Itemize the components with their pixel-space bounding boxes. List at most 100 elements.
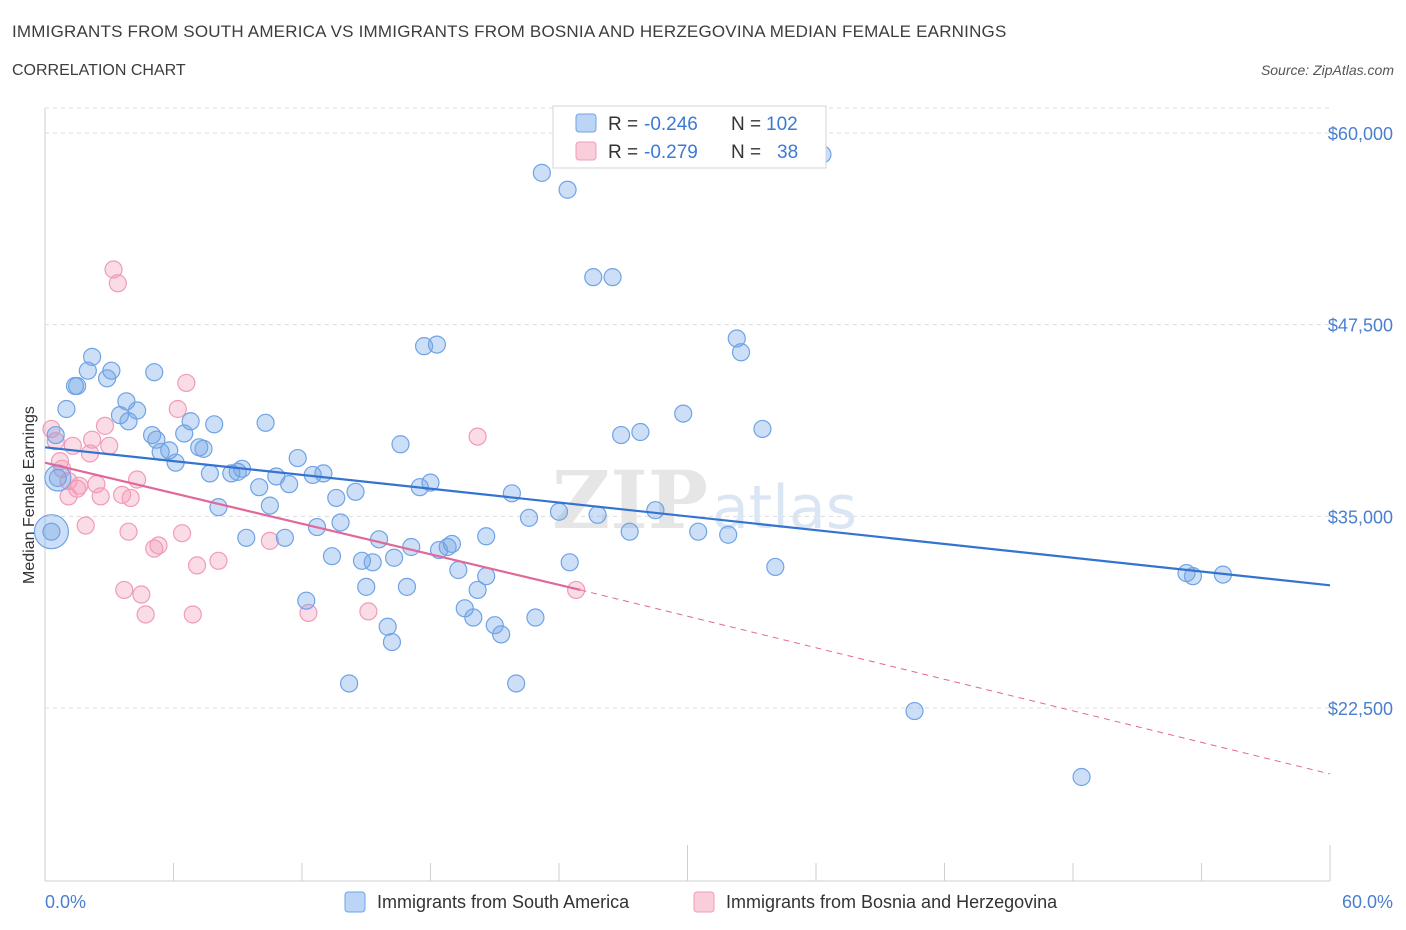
south-america-point	[200, 464, 220, 483]
y-axis-label: Median Female Earnings	[21, 406, 38, 584]
y-tick-labels: $22,500 $35,000 $47,500 $60,000	[1328, 124, 1393, 719]
south-america-point	[502, 484, 521, 503]
south-america-point	[519, 508, 539, 527]
bosnia-point	[108, 274, 127, 293]
bosnia-point	[119, 522, 138, 541]
south-america-point	[346, 482, 365, 501]
south-america-point	[102, 361, 121, 380]
south-america-point	[209, 498, 228, 517]
south-america-point	[719, 525, 738, 544]
south-america-point	[57, 399, 76, 419]
trend-lines	[44, 446, 1331, 775]
source-label: Source: ZipAtlas.com	[1260, 62, 1394, 78]
bosnia-point	[100, 436, 119, 455]
bosnia-point	[68, 479, 87, 498]
y-tick-label: $47,500	[1328, 316, 1393, 336]
south-america-point	[449, 560, 468, 580]
axes	[44, 108, 1331, 882]
south-america-point	[646, 501, 665, 520]
bottom-legend-label-bosnia: Immigrants from Bosnia and Herzegovina	[726, 892, 1058, 912]
south-america-point	[297, 591, 316, 610]
south-america-point	[603, 268, 622, 287]
bosnia-point	[95, 416, 115, 435]
y-tick-label: $35,000	[1328, 507, 1393, 527]
south-america-point	[382, 632, 402, 652]
south-america-point	[205, 415, 224, 434]
legend-r-value-1: -0.246	[644, 114, 698, 135]
south-america-point	[753, 419, 772, 439]
series-bosnia-points	[42, 260, 586, 624]
south-america-point	[674, 404, 693, 423]
bosnia-point	[359, 602, 378, 621]
y-tick-label: $60,000	[1328, 124, 1393, 144]
south-america-point	[549, 502, 569, 521]
legend-r-label-1: R =	[608, 114, 638, 135]
south-america-point	[427, 335, 447, 354]
south-america-point	[631, 422, 650, 442]
bosnia-point	[136, 605, 155, 624]
bosnia-point	[187, 556, 207, 575]
bosnia-point	[209, 551, 228, 570]
south-america-point	[340, 674, 359, 693]
south-america-point	[194, 439, 213, 458]
x-tick-label-min: 0.0%	[45, 892, 86, 912]
south-america-point	[905, 701, 924, 721]
south-america-point	[620, 522, 639, 541]
bosnia-point	[132, 585, 151, 604]
south-america-point	[46, 425, 65, 445]
south-america-point	[612, 425, 631, 445]
south-america-point	[584, 268, 603, 287]
south-america-point	[442, 534, 462, 554]
south-america-trend-line	[44, 446, 1331, 587]
legend-n-value-1: 102	[766, 114, 798, 135]
south-america-point	[78, 361, 97, 380]
south-america-point	[1072, 767, 1091, 787]
south-america-point	[464, 608, 483, 627]
south-america-point	[250, 478, 269, 497]
bosnia-point	[91, 487, 110, 506]
south-america-point	[468, 580, 487, 600]
south-america-point	[532, 163, 551, 182]
legend-n-label-1: N =	[731, 114, 761, 135]
legend-swatch-south-america	[575, 113, 597, 133]
south-america-point	[378, 617, 397, 636]
bosnia-trend-extension	[580, 589, 1331, 775]
south-america-point	[181, 412, 200, 431]
south-america-point	[331, 513, 350, 532]
south-america-point	[275, 528, 294, 547]
south-america-point	[397, 577, 417, 596]
south-america-point	[68, 376, 87, 396]
south-america-point	[256, 413, 275, 432]
legend-swatch-bosnia	[575, 141, 597, 161]
south-america-point	[485, 616, 504, 635]
legend-r-value-2: -0.279	[644, 142, 698, 163]
south-america-point	[421, 473, 440, 492]
south-america-point	[327, 488, 346, 508]
bosnia-point	[104, 260, 123, 279]
bottom-legend-swatch-bosnia	[693, 891, 715, 913]
south-america-point	[384, 548, 404, 567]
south-america-point	[588, 505, 607, 524]
south-america-point	[560, 553, 579, 572]
bosnia-point	[115, 580, 134, 600]
south-america-point	[357, 577, 376, 596]
south-america-point	[689, 522, 708, 541]
south-america-point	[260, 496, 279, 515]
south-america-point	[222, 464, 241, 483]
south-america-point	[391, 435, 410, 454]
south-america-point	[766, 557, 785, 577]
legend-r-label-2: R =	[608, 142, 638, 163]
bosnia-point	[76, 516, 95, 535]
south-america-point	[314, 464, 333, 483]
south-america-point	[731, 343, 751, 362]
south-america-point	[402, 537, 421, 557]
series-south-america-points	[33, 145, 1233, 787]
bosnia-point	[83, 430, 102, 449]
south-america-point	[363, 553, 382, 572]
y-tick-label: $22,500	[1328, 699, 1393, 719]
south-america-point	[288, 448, 307, 468]
bosnia-point	[177, 373, 196, 393]
south-america-point	[477, 567, 496, 586]
south-america-point	[48, 468, 67, 488]
